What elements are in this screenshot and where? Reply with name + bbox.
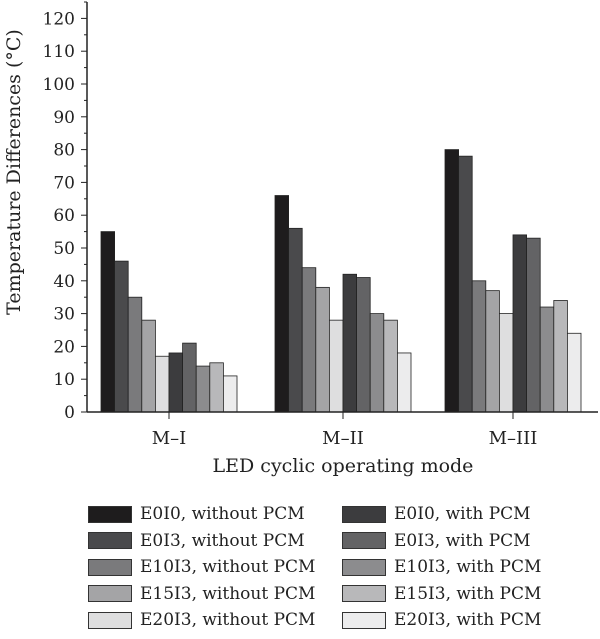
y-tick-label: 30 (53, 305, 75, 325)
legend-item: E0I0, with PCM (342, 502, 531, 526)
bar (356, 277, 371, 413)
legend-item: E0I3, without PCM (88, 529, 305, 553)
y-tick-label: 50 (53, 239, 75, 259)
legend-label: E10I3, without PCM (140, 557, 316, 577)
bar (195, 365, 211, 413)
bar (209, 362, 224, 413)
bar (274, 195, 290, 413)
legend-swatch (88, 505, 132, 523)
y-tick-label: 100 (43, 75, 75, 95)
y-axis: 0 10 20 30 40 50 60 70 80 90 100 110 120 (43, 1, 88, 423)
legend-label: E0I0, without PCM (140, 504, 305, 524)
bar (383, 319, 398, 413)
bar (100, 231, 116, 413)
bar (114, 260, 129, 413)
legend-label: E15I3, without PCM (140, 583, 316, 604)
legend-swatch (88, 585, 132, 602)
bar (315, 286, 330, 413)
y-tick-label: 40 (53, 272, 75, 292)
legend-label: E20I3, with PCM (394, 610, 542, 630)
x-tick-label: M–I (152, 428, 187, 449)
legend-label: E20I3, without PCM (140, 610, 316, 630)
legend-item: E0I3, with PCM (342, 529, 531, 553)
legend-swatch (342, 558, 386, 576)
y-tick-label: 60 (53, 206, 75, 226)
legend-item: E20I3, without PCM (88, 608, 315, 632)
legend-label: E0I3, without PCM (140, 530, 305, 551)
legend-swatch (88, 532, 132, 549)
bar (539, 306, 555, 413)
y-tick-label: 80 (53, 141, 75, 161)
y-tick-label: 70 (53, 173, 75, 193)
legend-swatch (88, 558, 132, 576)
x-tick-label: M–III (489, 428, 538, 449)
legend-item: E0I0, without PCM (88, 502, 305, 526)
y-tick-label: 20 (53, 337, 75, 357)
legend-label: E0I0, with PCM (394, 504, 531, 524)
bar (512, 234, 528, 413)
y-tick-label: 0 (64, 403, 75, 423)
legend-label: E15I3, with PCM (394, 583, 542, 604)
bar (396, 352, 412, 413)
bar (154, 355, 170, 413)
x-axis-label: LED cyclic operating mode (213, 455, 474, 477)
bars-group (100, 149, 582, 413)
y-tick-label: 120 (43, 9, 75, 29)
x-tick-label: M–II (322, 428, 364, 449)
legend-swatch (88, 611, 132, 629)
bar (127, 296, 143, 413)
bar (168, 352, 184, 413)
bar (485, 290, 500, 413)
bar (369, 313, 385, 413)
bar (182, 342, 197, 413)
legend-label: E0I3, with PCM (394, 530, 531, 551)
y-tick-label: 10 (53, 370, 75, 390)
bar (526, 237, 541, 413)
bar (301, 267, 317, 413)
bar (222, 375, 238, 413)
legend-item: E10I3, with PCM (342, 555, 541, 579)
legend-swatch (342, 585, 386, 602)
x-axis: M–I M–II M–III (87, 411, 598, 449)
bar (288, 227, 303, 413)
bar (444, 149, 460, 413)
bar (458, 155, 473, 413)
bar (342, 273, 358, 413)
legend-item: E10I3, without PCM (88, 555, 315, 579)
legend-swatch (342, 532, 386, 549)
bar (567, 332, 582, 413)
bar (498, 313, 514, 413)
legend-swatch (342, 505, 386, 523)
bar (328, 319, 344, 413)
bar (553, 300, 568, 413)
bar-chart: 0 10 20 30 40 50 60 70 80 90 100 110 120 M–I M–II M–II… (3, 1, 598, 477)
legend-item: E15I3, with PCM (342, 582, 541, 606)
legend-item: E20I3, with PCM (342, 608, 541, 632)
y-axis-label: Temperature Differences (°C) (3, 29, 25, 315)
legend-swatch (342, 611, 386, 629)
legend-label: E10I3, with PCM (394, 557, 542, 577)
y-tick-label: 90 (53, 108, 75, 128)
legend-item: E15I3, without PCM (88, 582, 315, 606)
y-tick-label: 110 (43, 42, 75, 62)
bar (141, 319, 156, 413)
bar (471, 280, 487, 413)
